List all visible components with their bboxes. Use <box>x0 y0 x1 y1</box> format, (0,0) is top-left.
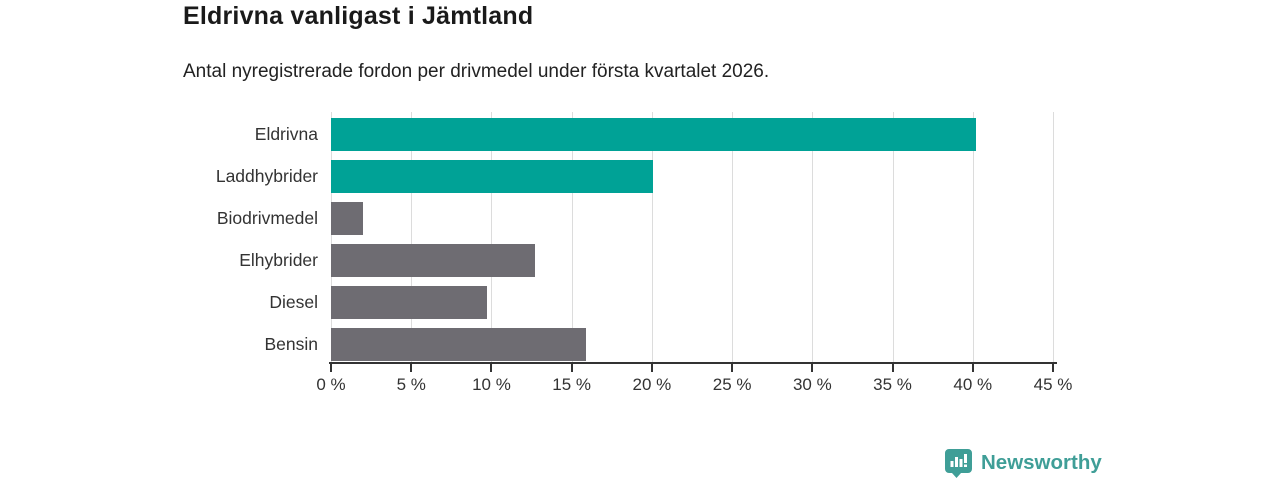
bar-diesel <box>331 286 487 319</box>
x-axis-tick <box>971 364 974 372</box>
x-axis-tick <box>811 364 814 372</box>
category-label: Diesel <box>269 292 318 312</box>
gridline <box>491 112 493 362</box>
bar-row: Diesel <box>269 280 1053 322</box>
x-axis-tick-label: 35 % <box>873 375 912 394</box>
gridline <box>732 112 734 362</box>
gridline <box>651 112 653 362</box>
gridline <box>892 112 894 362</box>
category-label: Laddhybrider <box>215 166 318 186</box>
category-label: Biodrivmedel <box>216 208 318 228</box>
plot-area: 0 % 5 % 10 % 15 % 20 % 25 % 30 % 35 % 40 % 45 % El… <box>216 112 1072 394</box>
bar-eldrivna <box>331 118 976 151</box>
x-axis-tick-label: 30 % <box>792 375 832 394</box>
x-axis-tick <box>570 364 573 372</box>
bar-row: Biodrivmedel <box>217 196 1053 238</box>
bar-row: Eldrivna <box>255 112 1053 154</box>
x-axis-tick-label: 5 % <box>396 375 426 394</box>
bar-biodrivmedel <box>331 202 364 235</box>
x-axis-tick-label: 25 % <box>712 375 752 394</box>
bar-row: Elhybrider <box>239 238 1053 280</box>
x-axis-line <box>329 362 1057 364</box>
bar-elhybrider <box>331 244 535 277</box>
x-axis-tick <box>731 364 734 372</box>
chart-subtitle: Antal nyregistrerade fordon per drivmede… <box>183 61 770 82</box>
x-axis-tick-label: 45 % <box>1033 375 1073 394</box>
page-title: Eldrivna vanligast i Jämtland <box>183 2 534 30</box>
x-axis-tick-label: 20 % <box>632 375 672 394</box>
x-axis-tick-label: 15 % <box>552 375 592 394</box>
x-axis-tick-label: 10 % <box>472 375 511 394</box>
gridline <box>972 112 974 362</box>
newsworthy-logo[interactable]: Newsworthy <box>944 448 1102 478</box>
bar-row: Bensin <box>264 322 1053 364</box>
x-axis-tick <box>490 364 493 372</box>
bar-laddhybrider <box>331 160 654 193</box>
x-axis-tick <box>330 364 332 372</box>
gridline <box>812 112 814 362</box>
gridline <box>571 112 573 362</box>
gridline <box>411 112 413 362</box>
category-label: Elhybrider <box>239 250 318 270</box>
x-axis-tick <box>410 364 413 372</box>
x-axis-tick <box>650 364 653 372</box>
newsworthy-label: Newsworthy <box>981 451 1102 474</box>
x-axis-tick <box>891 364 894 372</box>
bar-row: Laddhybrider <box>216 154 1053 196</box>
x-axis-tick-label: 0 % <box>316 375 346 394</box>
bar-bensin <box>331 328 587 361</box>
x-axis-tick <box>1052 364 1054 372</box>
x-axis-tick-label: 40 % <box>953 375 993 394</box>
category-label: Bensin <box>264 334 318 354</box>
category-label: Eldrivna <box>254 124 318 144</box>
newsworthy-icon <box>945 449 972 478</box>
gridline <box>1053 112 1054 362</box>
gridline <box>331 112 332 362</box>
